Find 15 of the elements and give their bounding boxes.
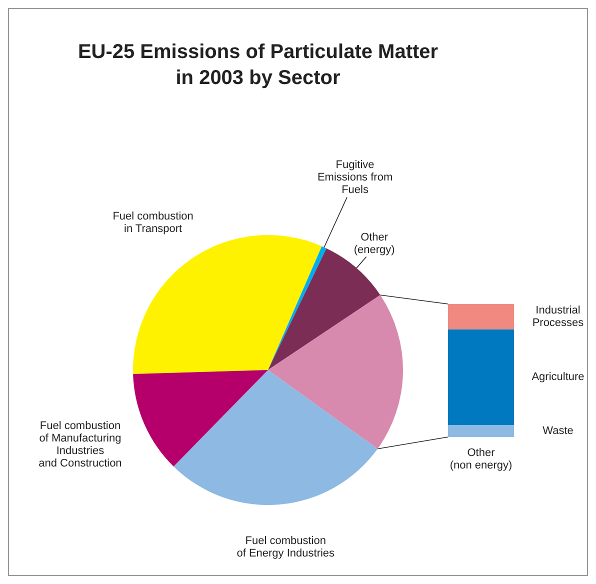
slice-label: Fugitive Emissions from Fuels <box>317 159 393 196</box>
pie-slice <box>174 370 378 505</box>
slice-label: Other (energy) <box>354 231 395 256</box>
chart-title: EU-25 Emissions of Particulate Matter in 2003 by Sector <box>78 41 438 90</box>
slice-label: Fuel combustion of Manufacturing Industries and Construction <box>38 420 122 470</box>
pie-slice <box>268 246 326 370</box>
pie-slice <box>268 295 403 449</box>
series-label: Industrial Processes <box>532 304 584 329</box>
text: Waste <box>542 424 574 437</box>
pie-slice <box>133 370 268 466</box>
x-tick-label: Other (non energy) <box>450 446 512 472</box>
series-label: Agriculture <box>532 371 584 384</box>
slice-label: Fuel combustion in Transport <box>112 210 194 235</box>
pie-slice <box>133 235 322 374</box>
slice-label: Fuel combustion of Energy Industries <box>236 534 336 560</box>
